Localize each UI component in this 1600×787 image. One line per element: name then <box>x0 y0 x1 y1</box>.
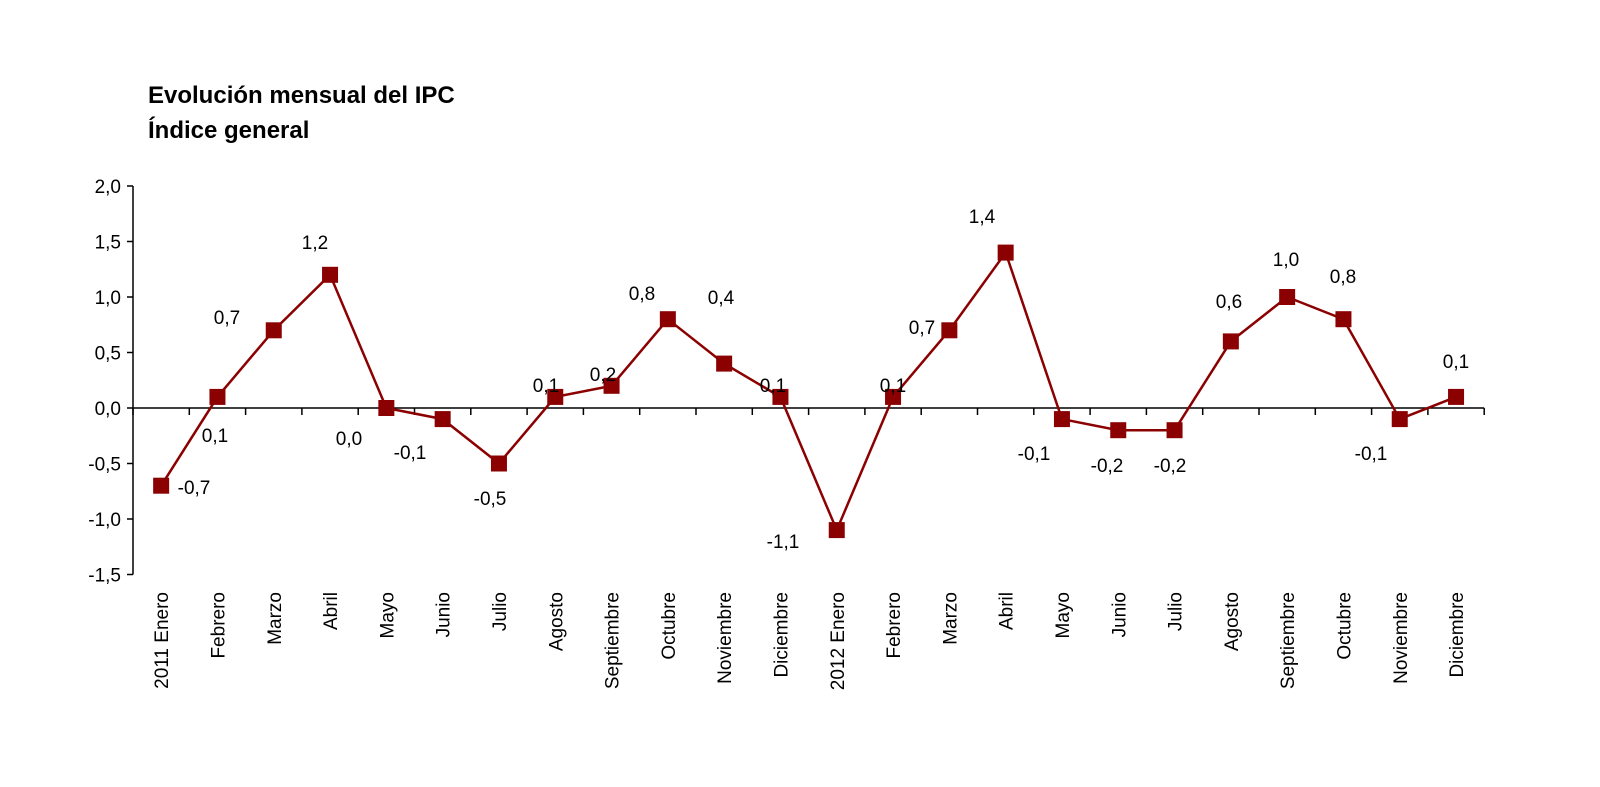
data-label: -0,2 <box>1091 456 1124 477</box>
x-tick-label: Agosto <box>1222 592 1243 651</box>
data-label: -0,2 <box>1154 456 1187 477</box>
x-tick-label: Febrero <box>884 592 905 659</box>
x-tick-label: Marzo <box>940 592 961 645</box>
x-tick-label: Mayo <box>377 592 398 638</box>
data-label: -0,1 <box>1355 444 1388 465</box>
data-label: 0,7 <box>214 308 240 329</box>
y-tick-label: -1,5 <box>88 566 121 587</box>
x-tick-label: 2011 Enero <box>152 592 173 689</box>
data-label: 0,1 <box>760 376 786 397</box>
data-point <box>1222 333 1239 350</box>
data-point <box>153 477 170 494</box>
x-tick-label: Agosto <box>546 592 567 651</box>
y-tick-label: 1,0 <box>95 288 121 309</box>
data-label: 0,1 <box>533 376 559 397</box>
data-point <box>265 322 282 339</box>
data-label: 0,2 <box>590 365 616 386</box>
data-point <box>885 388 902 405</box>
x-tick-label: Abril <box>321 592 342 630</box>
data-point <box>941 322 958 339</box>
data-point <box>716 355 733 372</box>
data-point <box>378 400 395 416</box>
y-tick-label: 1,5 <box>95 233 121 254</box>
x-tick-label: Abril <box>997 592 1018 630</box>
data-label: 0,0 <box>336 429 362 450</box>
data-label: 0,1 <box>880 376 906 397</box>
data-point <box>772 388 789 405</box>
series-line <box>160 249 1457 534</box>
data-point <box>1279 289 1296 305</box>
data-label: 1,0 <box>1273 250 1299 271</box>
y-tick-label: 2,0 <box>95 177 121 198</box>
chart-title: Evolución mensual del IPC <box>148 82 455 109</box>
y-tick-label: -0,5 <box>88 455 121 476</box>
data-label: -0,1 <box>1018 444 1051 465</box>
x-tick-label: Septiembre <box>1278 592 1299 689</box>
data-point <box>547 388 564 405</box>
x-tick-label: Noviembre <box>715 592 736 684</box>
data-point <box>1391 411 1408 428</box>
data-label: 0,7 <box>909 318 935 339</box>
x-tick-label: Junio <box>1109 592 1130 637</box>
data-point <box>603 377 620 394</box>
x-tick-label: Febrero <box>208 592 229 659</box>
data-point <box>1110 422 1127 439</box>
data-point <box>997 244 1014 261</box>
x-tick-label: Mayo <box>1053 592 1074 638</box>
data-label: -0,7 <box>178 478 211 499</box>
data-label: -0,5 <box>474 489 507 510</box>
x-tick-label: Julio <box>1166 592 1187 631</box>
data-point <box>1448 388 1465 405</box>
data-label: -1,1 <box>767 532 800 553</box>
chart-subtitle: Índice general <box>148 117 310 144</box>
data-point <box>828 522 845 539</box>
data-label: 0,8 <box>629 284 655 305</box>
y-tick-label: 0,5 <box>95 344 121 365</box>
y-tick-label: -1,0 <box>88 510 121 531</box>
data-point <box>322 266 339 283</box>
data-label: 0,8 <box>1330 267 1356 288</box>
x-tick-label: Diciembre <box>771 592 792 678</box>
x-tick-label: Octubre <box>1334 592 1355 660</box>
x-tick-label: Noviembre <box>1391 592 1412 684</box>
data-label: -0,1 <box>394 443 427 464</box>
data-point <box>1335 311 1352 328</box>
y-tick-label: 0,0 <box>95 399 121 420</box>
data-label: 1,4 <box>969 207 996 228</box>
x-tick-label: 2012 Enero <box>828 592 849 690</box>
x-tick-label: Julio <box>490 592 511 631</box>
data-point <box>434 411 451 428</box>
x-tick-label: Diciembre <box>1447 592 1468 678</box>
data-label: 0,6 <box>1216 292 1242 313</box>
x-tick-label: Junio <box>434 592 455 637</box>
data-label: 0,1 <box>202 426 228 447</box>
data-label: 0,1 <box>1443 352 1469 373</box>
data-point <box>1053 411 1070 428</box>
data-point <box>490 455 507 472</box>
x-tick-label: Septiembre <box>603 592 624 689</box>
data-point <box>209 388 226 405</box>
x-tick-label: Octubre <box>659 592 680 660</box>
data-point <box>659 311 676 328</box>
data-label: 0,4 <box>708 288 735 309</box>
x-tick-label: Marzo <box>265 592 286 645</box>
data-label: 1,2 <box>302 233 328 254</box>
data-point <box>1166 422 1183 439</box>
